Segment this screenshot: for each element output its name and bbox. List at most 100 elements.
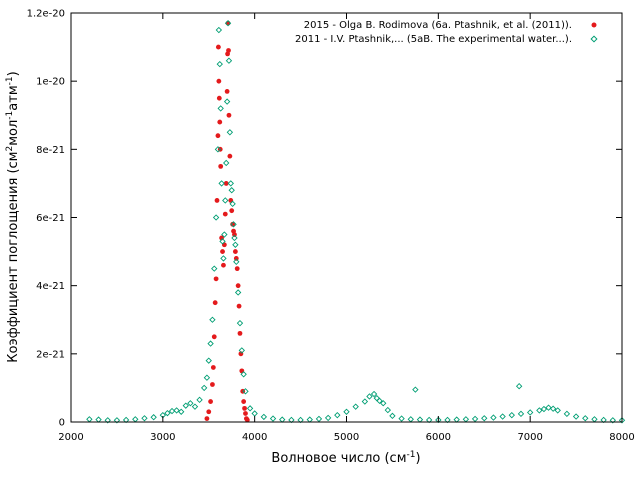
data-point <box>226 112 232 118</box>
data-point <box>132 416 139 423</box>
data-point <box>236 319 244 327</box>
legend-label-series-2: 2011 - I.V. Ptashnik,... (5aB. The exper… <box>295 34 572 45</box>
data-point <box>232 241 239 248</box>
data-point <box>226 48 231 53</box>
data-point <box>122 416 130 424</box>
data-point <box>229 200 236 208</box>
data-point <box>279 416 286 423</box>
data-point <box>462 416 470 423</box>
data-point <box>398 415 405 422</box>
data-point <box>210 365 216 370</box>
x-tick-label: 4000 <box>242 432 267 443</box>
y-tick-label: 8e-21 <box>36 145 65 156</box>
data-point <box>435 416 442 424</box>
data-point <box>490 414 497 421</box>
data-point <box>236 303 242 309</box>
data-point <box>235 283 241 289</box>
legend-marker-series-1 <box>591 22 597 28</box>
data-point <box>563 410 571 418</box>
data-point <box>225 20 231 26</box>
data-point <box>582 415 589 422</box>
data-point <box>288 416 295 424</box>
data-point <box>220 249 225 254</box>
chart-marks <box>86 20 626 424</box>
data-point <box>218 163 224 169</box>
data-point <box>366 393 373 400</box>
data-point <box>228 198 234 203</box>
data-point <box>223 181 229 186</box>
data-point <box>224 20 232 27</box>
data-point <box>343 408 350 415</box>
data-point <box>526 409 534 416</box>
data-point <box>239 368 245 374</box>
data-point <box>141 415 148 422</box>
data-point <box>206 409 212 415</box>
data-point <box>237 330 243 336</box>
data-point <box>517 410 525 418</box>
data-point <box>549 405 557 412</box>
data-point <box>540 405 548 413</box>
data-point <box>214 198 220 203</box>
data-point <box>240 371 247 378</box>
data-point <box>231 234 238 242</box>
y-tick-label: 2e-21 <box>36 349 65 360</box>
data-point <box>150 414 157 421</box>
data-point <box>212 300 218 306</box>
x-tick-label: 2000 <box>58 432 83 443</box>
data-point <box>221 262 226 268</box>
data-point <box>244 417 250 423</box>
data-point <box>223 159 230 167</box>
x-axis-label: Волновое число (см-1) <box>271 450 420 466</box>
data-point <box>232 232 237 237</box>
data-point <box>499 413 506 420</box>
data-point <box>196 396 203 404</box>
legend-label-series-1: 2015 - Olga B. Rodimova (6a. Ptashnik, e… <box>304 20 572 31</box>
data-point <box>361 398 369 405</box>
data-point <box>297 416 304 424</box>
data-point <box>444 416 451 424</box>
data-point <box>159 412 167 419</box>
data-point <box>481 415 488 422</box>
data-point <box>173 407 180 414</box>
data-point <box>221 231 228 238</box>
data-point <box>207 340 214 347</box>
legend-marker-series-2 <box>590 35 598 43</box>
data-point <box>425 416 433 424</box>
data-point <box>205 357 212 364</box>
data-point <box>95 416 102 423</box>
data-point <box>224 88 230 94</box>
data-point <box>168 407 176 415</box>
y-tick-label: 4e-21 <box>36 281 65 292</box>
data-point <box>251 410 258 417</box>
data-point <box>221 242 227 248</box>
x-tick-label: 8000 <box>609 432 634 443</box>
data-point <box>306 416 313 423</box>
y-tick-label: 1.2e-20 <box>27 9 65 20</box>
y-tick-label: 1e-20 <box>36 77 65 88</box>
data-point <box>217 105 224 112</box>
data-point <box>220 255 227 262</box>
data-point <box>269 415 277 422</box>
data-point <box>217 119 223 125</box>
data-point <box>412 386 419 393</box>
legend: 2015 - Olga B. Rodimova (6a. Ptashnik, e… <box>295 20 598 45</box>
data-point <box>572 413 580 420</box>
data-point <box>508 412 515 419</box>
data-point <box>208 399 213 404</box>
data-point <box>453 416 460 423</box>
data-point <box>227 153 233 159</box>
data-point <box>182 402 189 409</box>
data-point <box>233 258 240 265</box>
data-point <box>233 256 239 261</box>
y-axis-label: Коэффициент поглощения (см2мол-1атм-1) <box>5 71 21 362</box>
data-point <box>200 384 208 392</box>
data-point <box>225 57 233 64</box>
data-point <box>242 405 247 411</box>
plot-area-frame <box>70 12 623 423</box>
data-point <box>204 416 210 421</box>
data-point <box>241 399 247 404</box>
axis-ticks: 2000 3000 4000 5000 6000 7000 8000 0 2e-21 4e-21 6… <box>27 9 635 444</box>
data-point <box>545 404 552 411</box>
data-point <box>216 95 222 101</box>
data-point <box>536 407 543 414</box>
